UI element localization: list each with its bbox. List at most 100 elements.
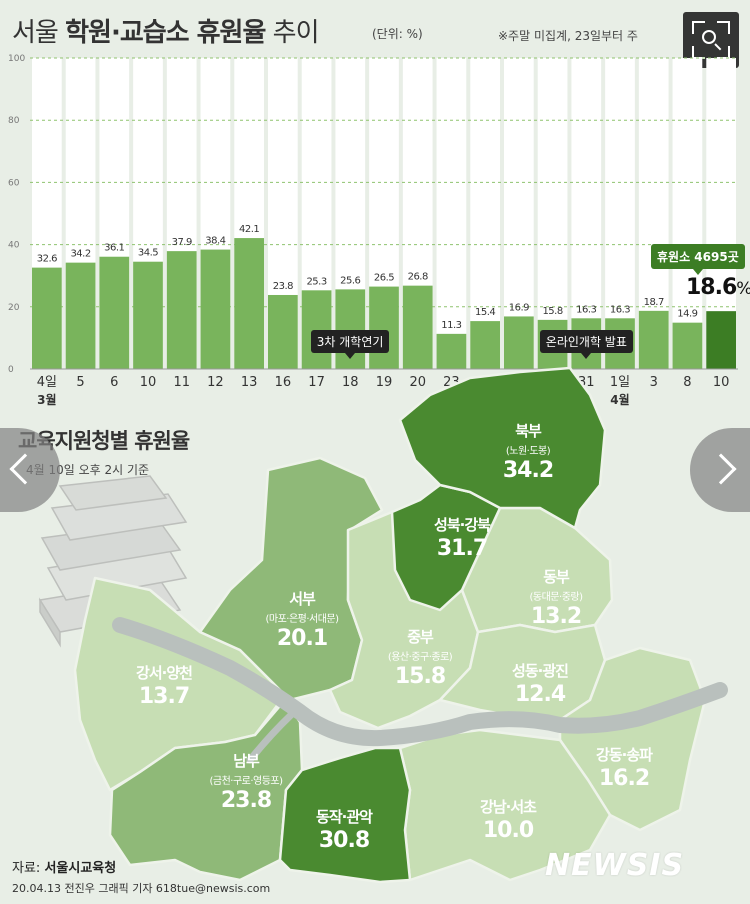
bar-value-label: 15.4 (475, 307, 495, 318)
district-name: 강서·양천 (136, 664, 193, 682)
newsis-logo: NEWSIS (545, 848, 685, 883)
district-value: 23.8 (220, 788, 272, 813)
bar-background (605, 58, 635, 369)
district-sub: (용산·중구·종로) (387, 652, 453, 663)
chart-note: ※주말 미집계, 23일부터 주 (498, 29, 638, 43)
x-tick-label: 6 (110, 375, 118, 390)
chart-header: 서울 학원·교습소 휴원율 추이 (단위: %) ※주말 미집계, 23일부터 … (0, 0, 750, 54)
bar (436, 333, 467, 369)
district-value: 13.2 (530, 604, 582, 629)
district-label-gangnam-seocho: 강남·서초 10.0 (480, 796, 537, 843)
district-name: 동작·관악 (316, 808, 373, 826)
district-name: 강남·서초 (480, 798, 537, 816)
bar-value-label: 23.8 (273, 281, 293, 292)
bar-background (571, 58, 602, 369)
expand-corner-icon (692, 21, 705, 34)
district-label-nambu: 남부 (금천·구로·영등포) 23.8 (209, 750, 283, 813)
x-tick-label: 10 (140, 375, 157, 390)
district-label-gangseo-yangcheon: 강서·양천 13.7 (136, 662, 193, 709)
bar-value-label: 15.8 (542, 306, 562, 317)
title-suffix: 추이 (265, 18, 320, 48)
x-tick-label: 18 (342, 375, 359, 390)
district-label-dongjak-gwanak: 동작·관악 30.8 (316, 806, 373, 853)
next-slide-button[interactable] (690, 428, 750, 512)
x-tick-label: 17 (308, 375, 325, 390)
callout-online-opening: 온라인개학 발표 (539, 330, 633, 359)
district-label-bukbu: 북부 (노원·도봉) 34.2 (503, 420, 554, 483)
bar-value-label: 36.1 (104, 243, 124, 254)
latest-rate-unit: % (736, 279, 750, 299)
bar-value-label: 37.9 (172, 237, 192, 248)
bar (166, 251, 197, 369)
district-sub: (동대문·중랑) (529, 592, 583, 603)
bar (32, 267, 62, 369)
district-name: 동부 (543, 568, 570, 586)
district-name: 남부 (233, 752, 260, 770)
bar-background (470, 58, 500, 369)
district-label-seongdong-gwangjin: 성동·광진 12.4 (512, 660, 569, 707)
x-tick-label: 13 (241, 375, 258, 390)
y-tick-label: 0 (8, 365, 14, 375)
callout-3rd-delay: 3차 개학연기 (310, 330, 390, 359)
district-value: 15.8 (394, 664, 446, 689)
han-river (112, 617, 728, 747)
bar (470, 321, 500, 369)
x-tick-label: 8 (683, 375, 691, 390)
district-value: 12.4 (514, 682, 566, 707)
bar-value-label: 26.8 (408, 272, 428, 283)
bar-value-label: 34.5 (138, 248, 158, 259)
district-value: 30.8 (318, 828, 370, 853)
district-sub: (노원·도봉) (505, 446, 551, 457)
bar (99, 256, 130, 369)
bar (638, 310, 669, 369)
district-value: 31.7 (436, 536, 488, 561)
month-label: 3월 (37, 392, 56, 407)
y-tick-label: 100 (8, 54, 25, 64)
bar-value-label: 32.6 (37, 254, 57, 265)
y-tick-label: 80 (8, 116, 20, 126)
title-prefix: 서울 (12, 18, 66, 48)
bar-background (436, 58, 467, 369)
book-stack-icon (38, 475, 188, 648)
district-name: 강동·송파 (596, 746, 653, 764)
bar (268, 294, 298, 369)
source-line: 자료: 서울시교육청 (12, 857, 116, 876)
bar (672, 322, 703, 369)
bar (504, 316, 534, 369)
bar-value-label: 18.7 (644, 297, 664, 308)
bar-value-label: 14.9 (677, 309, 697, 320)
x-tick-label: 10 (713, 375, 730, 390)
bar-value-label: 11.3 (441, 320, 461, 331)
bar (369, 286, 399, 369)
x-tick-label: 3 (650, 375, 658, 390)
x-tick-label: 12 (207, 375, 224, 390)
district-bukbu (398, 366, 607, 530)
district-name: 중부 (407, 628, 434, 646)
latest-rate: 18.6% (686, 275, 750, 300)
source-label: 자료: (12, 861, 45, 876)
unit-label: (단위: %) (372, 27, 423, 41)
chart-title: 서울 학원·교습소 휴원율 추이 (12, 12, 320, 49)
y-tick-label: 20 (8, 303, 20, 313)
bar (402, 285, 433, 369)
month-label: 4월 (610, 392, 629, 407)
bar-value-label: 38.4 (205, 236, 225, 247)
district-value: 16.2 (598, 766, 650, 791)
district-name: 북부 (515, 422, 542, 440)
expand-corner-icon (717, 21, 730, 34)
x-tick-label: 20 (409, 375, 426, 390)
bar-value-label: 34.2 (70, 249, 90, 260)
bar-value-label: 25.6 (340, 275, 360, 286)
bar (301, 290, 332, 369)
bar-value-label: 26.5 (374, 273, 394, 284)
district-label-jungbu: 중부 (용산·중구·종로) 15.8 (387, 626, 453, 689)
magnifier-icon (702, 30, 716, 44)
x-tick-label: 5 (76, 375, 84, 390)
bar (706, 311, 736, 369)
district-sub: (금천·구로·영등포) (209, 776, 283, 787)
y-tick-label: 60 (8, 178, 20, 188)
bar (65, 262, 96, 369)
district-value: 10.0 (482, 818, 534, 843)
credit-line: 20.04.13 전진우 그래픽 기자 618tue@newsis.com (12, 882, 271, 895)
district-nambu (108, 698, 304, 882)
